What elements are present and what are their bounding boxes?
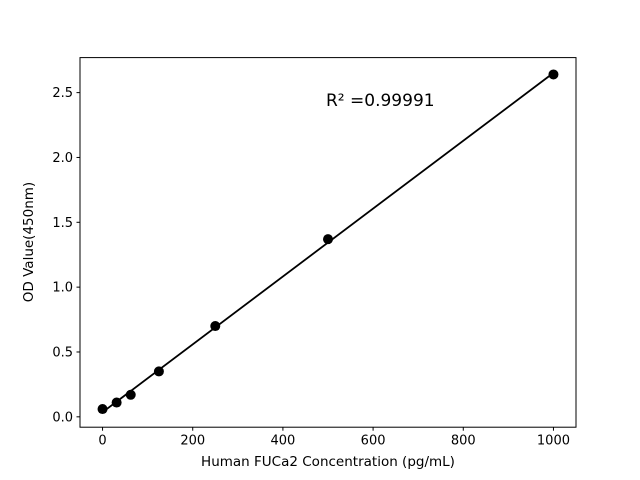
y-tick-label: 0.5 — [52, 345, 73, 360]
x-tick-label: 0 — [98, 434, 106, 449]
data-point — [323, 234, 333, 245]
data-point — [210, 321, 221, 332]
y-tick-label: 1.0 — [52, 281, 73, 296]
x-tick-label: 800 — [451, 434, 476, 449]
y-tick-label: 2.0 — [52, 151, 73, 166]
y-tick-label: 1.5 — [52, 216, 73, 231]
y-axis-label: OD Value(450nm) — [21, 181, 37, 303]
data-point — [97, 404, 108, 415]
y-tick-label: 0.0 — [52, 410, 73, 425]
x-tick-label: 400 — [270, 434, 295, 449]
x-tick-label: 200 — [180, 434, 205, 449]
data-point — [153, 366, 164, 377]
x-tick-label: 600 — [361, 434, 386, 449]
data-point — [548, 69, 559, 80]
r-squared-annotation: R² =0.99991 — [326, 91, 435, 111]
data-point — [111, 397, 122, 408]
data-point — [125, 389, 136, 400]
x-axis-label: Human FUCa2 Concentration (pg/mL) — [201, 454, 455, 470]
plot-frame — [79, 57, 577, 428]
x-tick-label: 1000 — [537, 434, 570, 449]
y-tick-label: 2.5 — [52, 86, 73, 101]
